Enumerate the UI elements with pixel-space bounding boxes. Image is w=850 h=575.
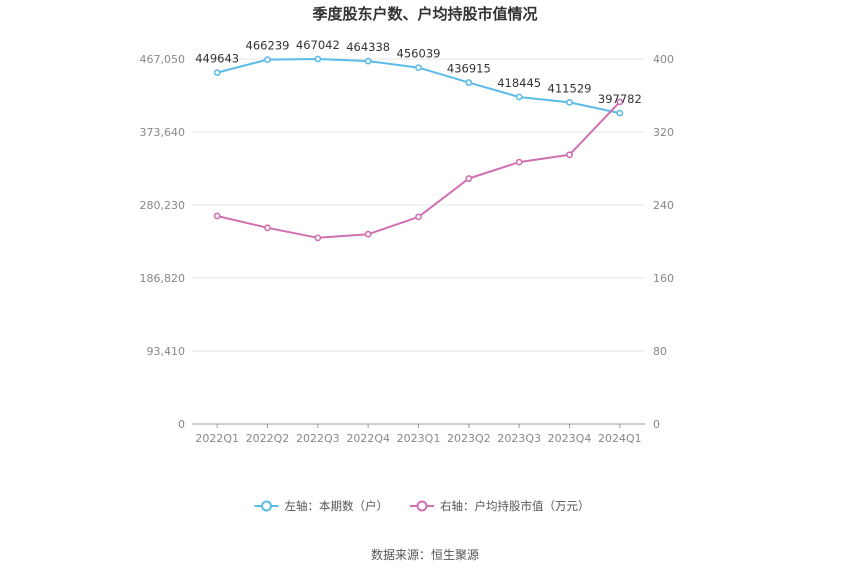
- right-tick-label: 0: [653, 418, 660, 431]
- x-tick-label: 2022Q2: [246, 432, 290, 445]
- x-tick-label: 2022Q3: [296, 432, 340, 445]
- x-tick-label: 2023Q4: [548, 432, 592, 445]
- data-label: 464338: [346, 40, 390, 54]
- legend-marker: [261, 500, 272, 512]
- data-label: 466239: [246, 39, 290, 53]
- data-point[interactable]: [415, 213, 422, 221]
- data-point[interactable]: [415, 64, 422, 72]
- left-tick-label: 93,410: [147, 345, 186, 358]
- legend[interactable]: 左轴：本期数（户） 右轴：户均持股市值（万元）: [254, 499, 590, 513]
- legend-item-1[interactable]: 右轴：户均持股市值（万元）: [410, 499, 590, 513]
- data-point[interactable]: [616, 98, 624, 106]
- chart-title: 季度股东户数、户均持股市值情况: [312, 5, 537, 23]
- left-axis: 0 93,410 186,820 280,230 373,640 467,050: [140, 53, 186, 431]
- right-tick-label: 240: [653, 199, 674, 212]
- data-label: 418445: [497, 76, 541, 90]
- left-tick-label: 373,640: [140, 126, 186, 139]
- data-label: 467042: [296, 38, 340, 52]
- data-point[interactable]: [515, 93, 523, 101]
- data-point[interactable]: [264, 56, 271, 64]
- data-label: 449643: [195, 52, 239, 66]
- data-point[interactable]: [465, 175, 473, 182]
- left-tick-label: 280,230: [140, 199, 186, 212]
- x-tick-label: 2022Q4: [346, 432, 390, 445]
- legend-marker: [416, 500, 428, 512]
- data-point[interactable]: [213, 69, 221, 77]
- data-label: 456039: [397, 47, 441, 61]
- data-labels: 449643 466239 467042 464338 456039 436915 4184…: [195, 38, 642, 106]
- left-tick-label: 186,820: [140, 272, 186, 285]
- data-label: 397782: [598, 92, 642, 106]
- right-tick-label: 160: [653, 272, 674, 285]
- legend-item-0[interactable]: 左轴：本期数（户）: [254, 499, 389, 513]
- data-point[interactable]: [314, 55, 322, 63]
- data-point[interactable]: [566, 151, 573, 159]
- right-axis: 0 80 160 240 320 400: [653, 53, 674, 431]
- data-point[interactable]: [364, 230, 372, 238]
- grid-lines: [192, 58, 645, 352]
- data-point[interactable]: [566, 98, 573, 106]
- data-point[interactable]: [264, 224, 271, 232]
- left-tick-label: 467,050: [140, 53, 186, 66]
- data-point[interactable]: [213, 212, 221, 220]
- right-tick-label: 80: [653, 345, 667, 358]
- left-tick-label: 0: [178, 418, 185, 431]
- x-tick-label: 2024Q1: [598, 432, 642, 445]
- data-point[interactable]: [616, 109, 624, 117]
- right-tick-label: 320: [653, 126, 674, 139]
- data-point[interactable]: [364, 57, 372, 65]
- source-text: 数据来源：恒生聚源: [371, 547, 479, 562]
- data-label: 411529: [548, 81, 592, 95]
- x-tick-label: 2023Q1: [397, 432, 441, 445]
- x-tick-label: 2022Q1: [195, 432, 239, 445]
- right-tick-label: 400: [653, 53, 674, 66]
- data-label: 436915: [447, 62, 491, 76]
- data-point[interactable]: [314, 234, 322, 242]
- series-layer: [213, 55, 624, 242]
- legend-label: 左轴：本期数（户）: [285, 499, 389, 513]
- legend-label: 右轴：户均持股市值（万元）: [440, 499, 590, 513]
- x-tick-label: 2023Q2: [447, 432, 491, 445]
- x-tick-label: 2023Q3: [497, 432, 541, 445]
- x-axis: 2022Q1 2022Q2 2022Q3 2022Q4 2023Q1 2023Q2 2023…: [192, 423, 645, 445]
- data-point[interactable]: [515, 158, 523, 166]
- data-point[interactable]: [465, 79, 473, 86]
